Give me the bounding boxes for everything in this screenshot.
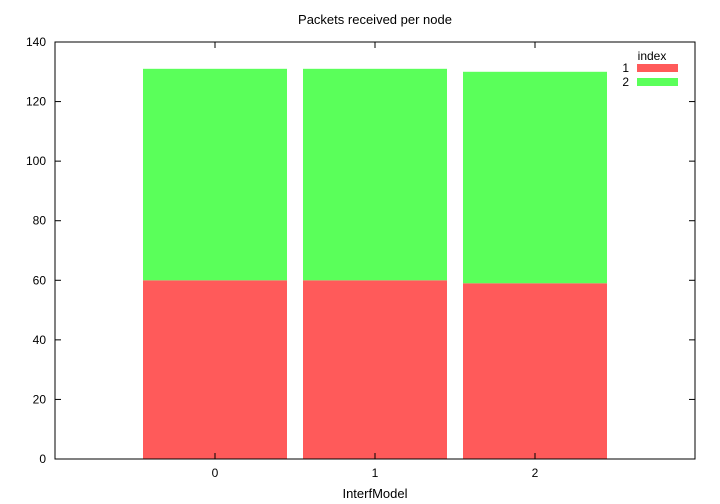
x-tick-label: 1 [372,466,379,480]
bar-series-2-cat-1 [303,68,447,281]
y-tick-label: 40 [33,333,47,347]
bar-series-2-cat-0 [143,68,287,281]
bar-series-2-cat-2 [463,71,607,284]
legend-swatch [637,78,678,86]
legend-label: 2 [622,75,629,89]
chart-title: Packets received per node [298,12,452,27]
y-tick-label: 140 [26,35,46,49]
y-tick-labels: 0 20 40 60 80 100 120 140 [26,35,46,466]
y-tick-label: 20 [33,392,47,406]
x-axis-label: InterfModel [342,486,407,501]
legend-entries: 12 [622,61,678,89]
y-tick-label: 0 [39,452,46,466]
ticks-layer [55,41,695,460]
y-tick-label: 120 [26,95,46,109]
bar-series-1-cat-2 [463,283,607,459]
bar-series-1-cat-0 [143,280,287,459]
legend-label: 1 [622,61,629,75]
x-tick-labels: 0 1 2 [212,466,539,480]
y-tick-label: 60 [33,273,47,287]
legend-swatch [637,64,678,72]
x-tick-label: 2 [532,466,539,480]
y-tick-label: 100 [26,154,46,168]
legend: index 12 [622,49,678,89]
bars-layer [143,68,607,459]
x-tick-label: 0 [212,466,219,480]
bar-series-1-cat-1 [303,280,447,459]
legend-title: index [638,49,667,63]
y-tick-label: 80 [33,214,47,228]
